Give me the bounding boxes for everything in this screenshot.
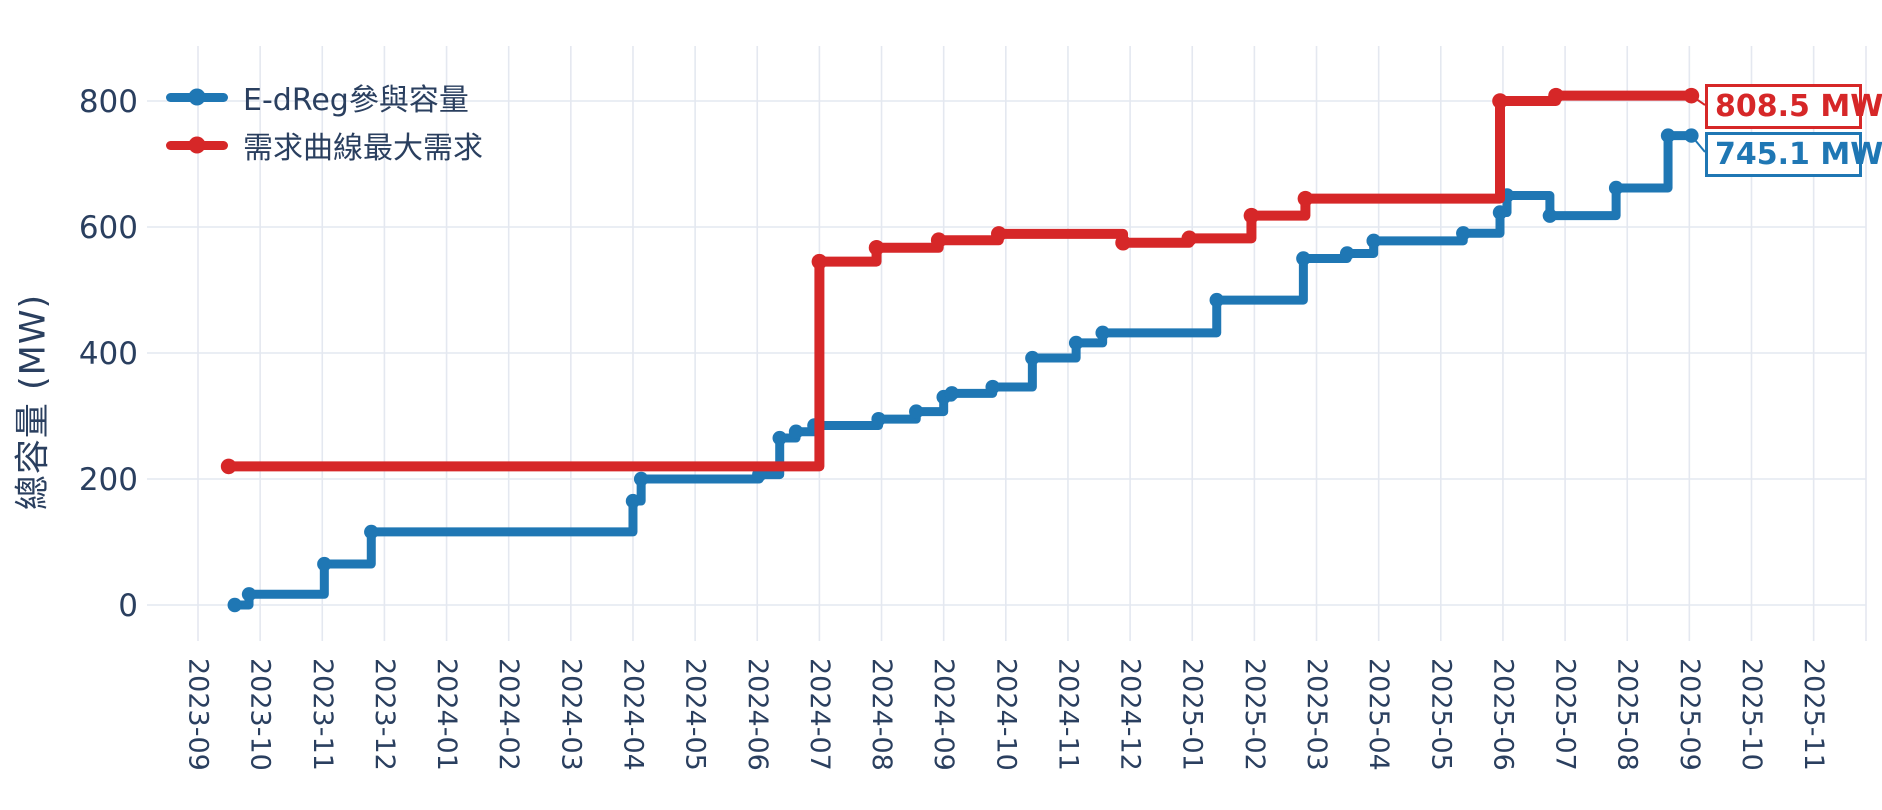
- svg-text:2024-06: 2024-06: [742, 658, 773, 771]
- svg-text:2025-10: 2025-10: [1736, 658, 1767, 771]
- annotation-max-demand-value: 808.5 MW: [1705, 84, 1882, 129]
- svg-text:2023-10: 2023-10: [245, 658, 276, 771]
- svg-text:2024-07: 2024-07: [804, 658, 835, 771]
- svg-text:2024-10: 2024-10: [990, 658, 1021, 771]
- svg-text:2025-02: 2025-02: [1239, 658, 1270, 771]
- svg-text:2024-04: 2024-04: [617, 658, 648, 771]
- svg-text:2025-05: 2025-05: [1425, 658, 1456, 771]
- legend-label-edreg: E-dReg參與容量: [243, 83, 469, 118]
- svg-text:2024-08: 2024-08: [866, 658, 897, 771]
- svg-text:2024-12: 2024-12: [1115, 658, 1146, 771]
- svg-text:2025-03: 2025-03: [1301, 658, 1332, 771]
- svg-text:2024-11: 2024-11: [1052, 658, 1083, 771]
- svg-text:2023-09: 2023-09: [183, 658, 214, 771]
- svg-text:2025-08: 2025-08: [1612, 658, 1643, 771]
- svg-text:2024-03: 2024-03: [555, 658, 586, 771]
- svg-text:2023-11: 2023-11: [307, 658, 338, 771]
- y-axis-title: 總容量 (MW): [13, 293, 54, 511]
- x-tick-labels: 2023-09 2023-10 2023-11 2023-12 2024-01 2024-…: [183, 658, 1830, 771]
- svg-text:2025-09: 2025-09: [1674, 658, 1705, 771]
- series-line-0: [230, 131, 1696, 610]
- legend-item-edreg[interactable]: E-dReg參與容量: [166, 73, 483, 121]
- svg-text:2024-01: 2024-01: [431, 658, 462, 771]
- svg-text:2023-12: 2023-12: [369, 658, 400, 771]
- annotation-edreg-capacity-value: 745.1 MW: [1705, 132, 1882, 177]
- svg-text:2025-01: 2025-01: [1177, 658, 1208, 771]
- svg-text:2024-02: 2024-02: [493, 658, 524, 771]
- legend-label-demand: 需求曲線最大需求: [243, 131, 483, 166]
- series-markers-1: [220, 87, 1700, 475]
- y-tick-labels: 0 200 400 600 800: [79, 84, 138, 624]
- svg-text:600: 600: [79, 210, 138, 246]
- svg-text:200: 200: [79, 462, 138, 498]
- series-markers-0: [227, 128, 1699, 613]
- legend-line-marker-edreg: [166, 88, 228, 106]
- legend-item-demand[interactable]: 需求曲線最大需求: [166, 121, 483, 169]
- gridlines: [147, 46, 1867, 641]
- svg-text:0: 0: [118, 588, 138, 624]
- annotation-leader-blue: [1690, 134, 1706, 153]
- svg-text:400: 400: [79, 336, 138, 372]
- annotation-leader-red: [1690, 94, 1706, 106]
- legend-line-marker-demand: [166, 136, 228, 154]
- svg-text:800: 800: [79, 84, 138, 120]
- svg-text:2025-04: 2025-04: [1363, 658, 1394, 771]
- svg-text:2024-09: 2024-09: [928, 658, 959, 771]
- svg-text:2024-05: 2024-05: [680, 658, 711, 771]
- svg-text:2025-11: 2025-11: [1798, 658, 1829, 771]
- svg-text:2025-07: 2025-07: [1550, 658, 1581, 771]
- svg-text:2025-06: 2025-06: [1487, 658, 1518, 771]
- legend: E-dReg參與容量 需求曲線最大需求: [166, 73, 483, 169]
